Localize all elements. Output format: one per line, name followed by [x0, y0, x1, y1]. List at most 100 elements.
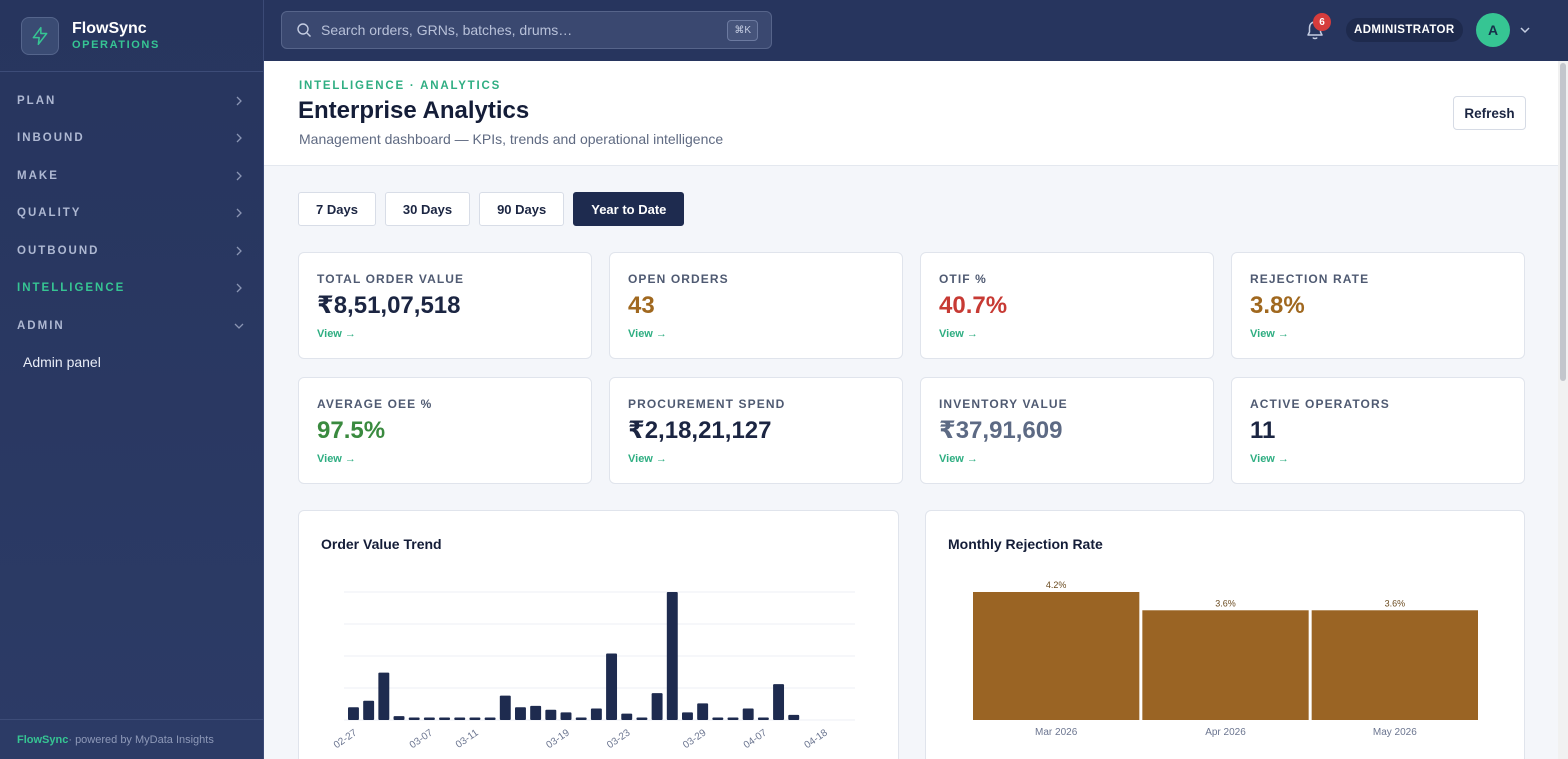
kpi-value: 3.8%: [1250, 292, 1305, 319]
kpi-value: ₹37,91,609: [939, 417, 1063, 444]
kpi-view-link[interactable]: View →: [317, 328, 356, 340]
kpi-card-procurement-spend: PROCUREMENT SPEND ₹2,18,21,127 View →: [609, 377, 903, 484]
bar: [484, 717, 496, 720]
tick-label: 03-07: [408, 727, 436, 751]
order-value-trend-chart: 02-27 03-07 03-11 03-19 03-23 03-29 04-07 04-18: [332, 591, 855, 751]
sidebar-item-plan[interactable]: PLAN: [0, 82, 263, 120]
range-90-days-button[interactable]: 90 Days: [479, 192, 565, 226]
footer-text: · powered by MyData Insights: [68, 733, 214, 746]
sidebar-item-admin-panel[interactable]: Admin panel: [23, 353, 101, 370]
kpi-view-link[interactable]: View →: [1250, 328, 1289, 340]
kpi-view-link[interactable]: View →: [939, 453, 978, 465]
kpi-value: ₹2,18,21,127: [628, 417, 772, 444]
chevron-down-icon[interactable]: [1518, 23, 1532, 37]
bar: [666, 592, 678, 720]
range-7-days-button[interactable]: 7 Days: [298, 192, 376, 226]
kpi-label: AVERAGE OEE %: [317, 397, 433, 411]
kpi-label: INVENTORY VALUE: [939, 397, 1068, 411]
tick-label: 03-29: [681, 727, 709, 751]
chevron-right-icon: [236, 96, 242, 106]
kpi-view-link[interactable]: View →: [628, 328, 667, 340]
bar: [545, 709, 557, 720]
data-label: 4.2%: [1046, 580, 1067, 590]
kpi-card-inventory-value: INVENTORY VALUE ₹37,91,609 View →: [920, 377, 1214, 484]
page-header: INTELLIGENCE · ANALYTICS Enterprise Anal…: [264, 61, 1558, 166]
range-30-days-button[interactable]: 30 Days: [384, 192, 471, 226]
sidebar-item-intelligence[interactable]: INTELLIGENCE: [0, 270, 263, 308]
sidebar-footer: FlowSync · powered by MyData Insights: [0, 719, 263, 759]
date-range-tabs: 7 Days 30 Days 90 Days Year to Date: [298, 192, 693, 226]
kpi-view-link[interactable]: View →: [939, 328, 978, 340]
bar: [697, 703, 709, 720]
bar: [1142, 610, 1309, 720]
order-value-trend-card: 02-27 03-07 03-11 03-19 03-23 03-29 04-07 04-18…: [298, 510, 899, 759]
search-input[interactable]: [321, 22, 711, 38]
topbar: ⌘K 6 ADMINISTRATOR A: [264, 0, 1568, 61]
bar: [378, 672, 390, 720]
bar: [393, 716, 405, 720]
kpi-label: ACTIVE OPERATORS: [1250, 397, 1390, 411]
category-label: Mar 2026: [1035, 727, 1078, 738]
kpi-label: OTIF %: [939, 272, 987, 286]
bar: [606, 653, 618, 720]
sidebar-item-inbound[interactable]: INBOUND: [0, 120, 263, 158]
refresh-button[interactable]: Refresh: [1453, 96, 1526, 130]
bar: [973, 592, 1140, 720]
kpi-view-link[interactable]: View →: [1250, 453, 1289, 465]
kpi-view-link[interactable]: View →: [628, 453, 667, 465]
page-description: Management dashboard — KPIs, trends and …: [299, 131, 724, 147]
category-label: Apr 2026: [1205, 727, 1246, 738]
bar: [1311, 610, 1478, 720]
bar: [727, 717, 739, 720]
search-icon: [297, 23, 311, 37]
bar: [682, 712, 693, 720]
bar: [439, 717, 451, 720]
sidebar-nav: PLAN INBOUND MAKE QUALITY OUTBOUND INTEL…: [0, 72, 263, 379]
kpi-view-link[interactable]: View →: [317, 453, 356, 465]
search-shortcut: ⌘K: [727, 20, 758, 41]
bar: [469, 717, 481, 720]
bar: [348, 707, 359, 720]
avatar[interactable]: A: [1476, 13, 1510, 47]
sidebar-item-outbound[interactable]: OUTBOUND: [0, 232, 263, 270]
chevron-right-icon: [236, 283, 242, 293]
sidebar-item-admin[interactable]: ADMIN: [0, 307, 263, 345]
kpi-label: TOTAL ORDER VALUE: [317, 272, 465, 286]
kpi-card-otif: OTIF % 40.7% View →: [920, 252, 1214, 359]
page-title: Enterprise Analytics: [298, 97, 530, 124]
chevron-right-icon: [236, 133, 242, 143]
scrollbar-track[interactable]: [1558, 61, 1568, 759]
search-box[interactable]: ⌘K: [281, 11, 772, 49]
bar: [408, 717, 420, 720]
bar: [712, 717, 724, 720]
bar: [423, 717, 435, 720]
bar: [454, 717, 466, 720]
kpi-value: 97.5%: [317, 417, 386, 444]
bar: [590, 708, 602, 720]
tick-label: 04-07: [742, 727, 770, 751]
kpi-card-average-oee: AVERAGE OEE % 97.5% View →: [298, 377, 592, 484]
sidebar: FlowSync OPERATIONS PLAN INBOUND MAKE QU…: [0, 0, 264, 759]
sidebar-item-quality[interactable]: QUALITY: [0, 195, 263, 233]
bar: [575, 717, 587, 720]
bar: [651, 693, 663, 720]
kpi-value: 40.7%: [939, 292, 1008, 319]
sidebar-item-label: INBOUND: [17, 132, 85, 145]
bolt-icon: [21, 16, 59, 55]
sidebar-item-label: ADMIN: [17, 319, 65, 332]
role-badge: ADMINISTRATOR: [1346, 18, 1463, 42]
range-ytd-button[interactable]: Year to Date: [573, 192, 685, 226]
kpi-value: ₹8,51,07,518: [317, 292, 461, 319]
brand[interactable]: FlowSync OPERATIONS: [0, 0, 263, 72]
sidebar-item-label: PLAN: [17, 94, 57, 107]
bar: [636, 717, 648, 720]
brand-subtitle: OPERATIONS: [72, 38, 160, 51]
scrollbar-thumb[interactable]: [1560, 63, 1566, 381]
footer-brand: FlowSync: [17, 733, 69, 746]
bar: [499, 695, 511, 720]
bar: [560, 712, 572, 720]
kpi-value: 43: [628, 292, 655, 319]
kpi-label: OPEN ORDERS: [628, 272, 729, 286]
sidebar-item-make[interactable]: MAKE: [0, 157, 263, 195]
data-label: 3.6%: [1385, 598, 1406, 608]
